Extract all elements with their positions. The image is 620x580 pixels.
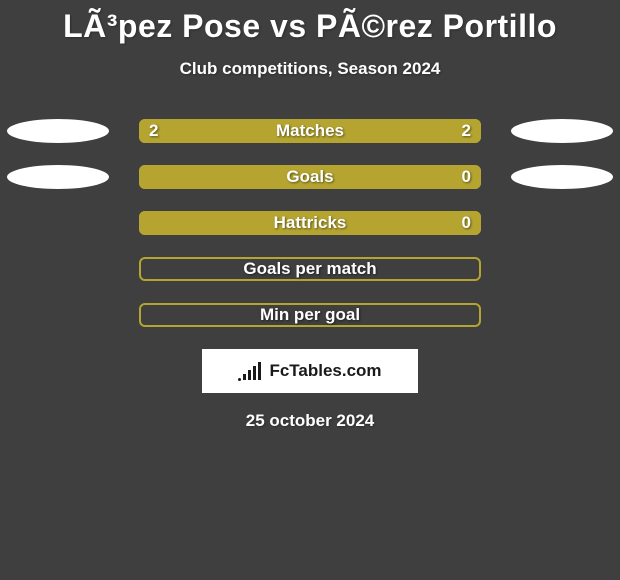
stat-bar: Goals per match [139,257,481,281]
player-oval-right [511,211,613,235]
stat-bar: Min per goal [139,303,481,327]
stat-row: Matches 2 2 [0,119,620,143]
stat-value-right: 0 [462,167,471,187]
site-name: FcTables.com [269,361,381,381]
stat-label: Min per goal [260,305,360,325]
stat-bar: Matches 2 2 [139,119,481,143]
stat-label: Hattricks [274,213,347,233]
stat-value-left: 2 [149,121,158,141]
player-oval-right [511,257,613,281]
player-oval-right [511,119,613,143]
site-badge: FcTables.com [202,349,418,393]
date-label: 25 october 2024 [0,411,620,431]
stat-row: Goals 0 [0,165,620,189]
stat-bar: Goals 0 [139,165,481,189]
player-oval-left [7,165,109,189]
player-oval-left [7,303,109,327]
player-oval-right [511,303,613,327]
stat-row: Goals per match [0,257,620,281]
player-oval-right [511,165,613,189]
stat-label: Goals per match [243,259,376,279]
stat-value-right: 2 [462,121,471,141]
stat-value-right: 0 [462,213,471,233]
stat-row: Hattricks 0 [0,211,620,235]
comparison-widget: LÃ³pez Pose vs PÃ©rez Portillo Club comp… [0,0,620,580]
stat-row: Min per goal [0,303,620,327]
stat-label: Goals [286,167,333,187]
site-logo-icon [238,362,263,380]
subtitle: Club competitions, Season 2024 [0,59,620,79]
player-oval-left [7,257,109,281]
stat-bars: Matches 2 2 Goals 0 Hattricks 0 Goals per match… [0,119,620,327]
page-title: LÃ³pez Pose vs PÃ©rez Portillo [0,0,620,45]
stat-label: Matches [276,121,344,141]
player-oval-left [7,119,109,143]
stat-bar: Hattricks 0 [139,211,481,235]
player-oval-left [7,211,109,235]
